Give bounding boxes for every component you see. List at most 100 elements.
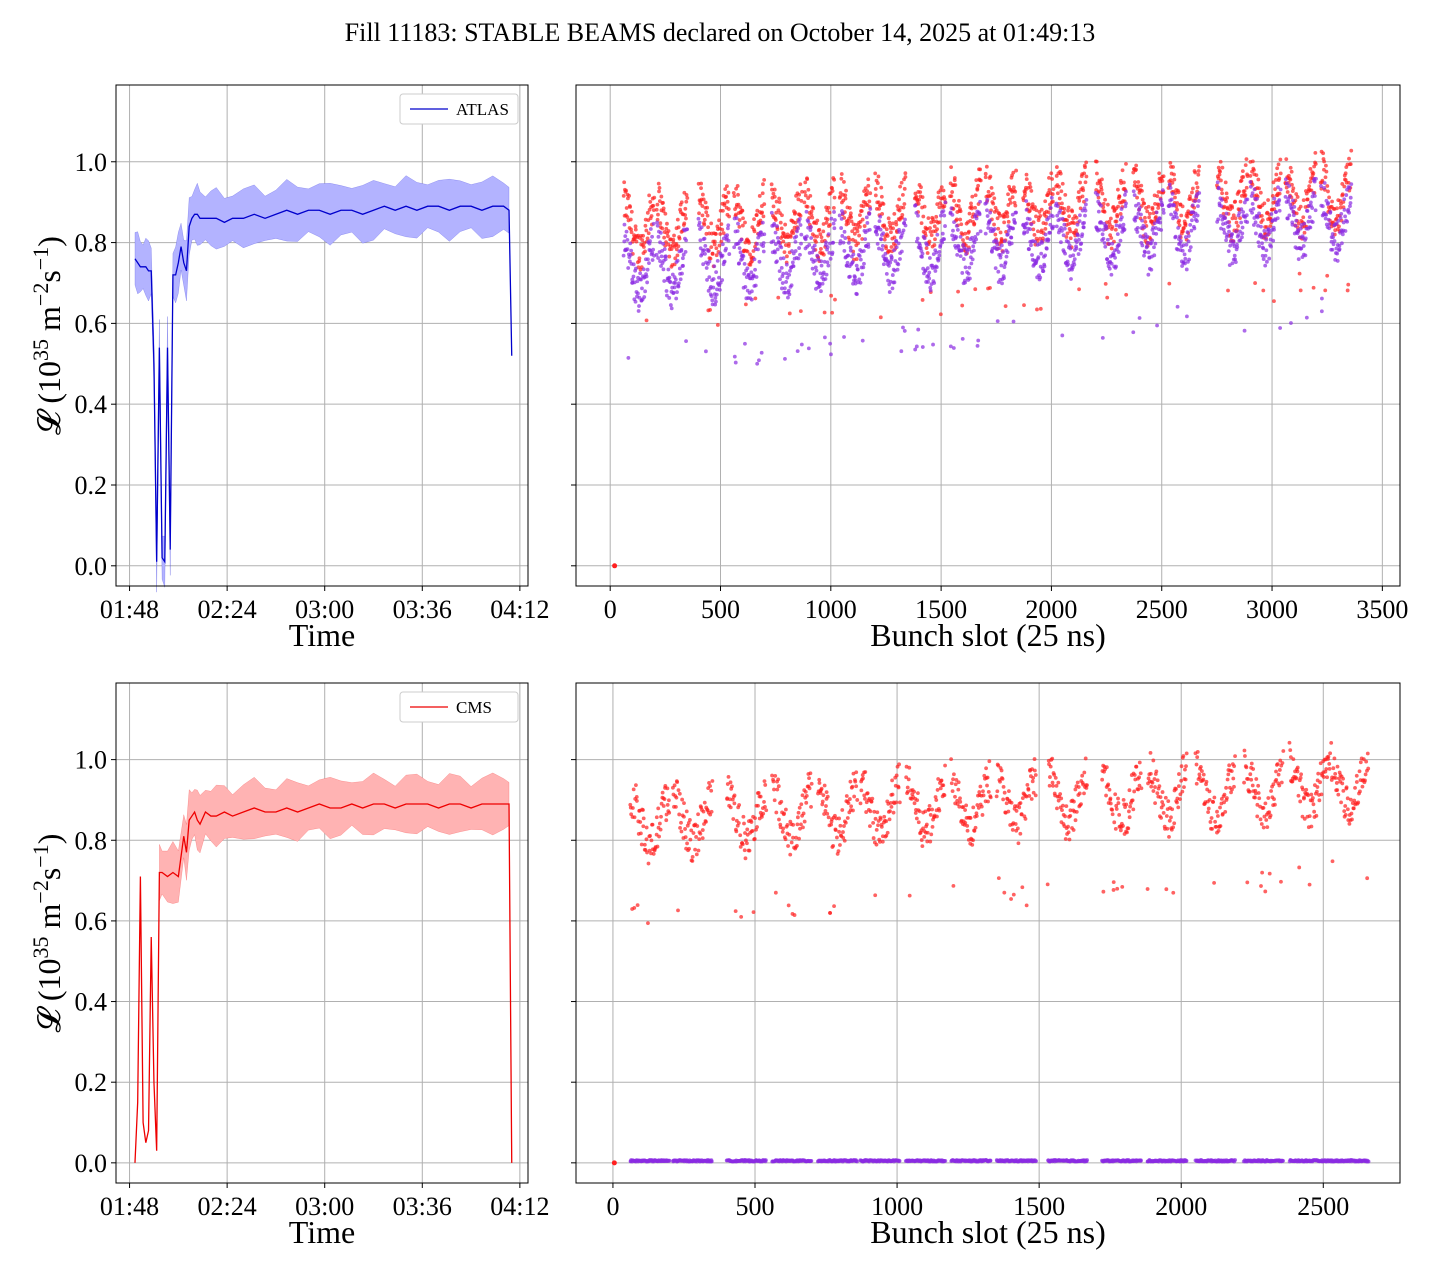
- atlas_bunch-data-point: [868, 207, 873, 211]
- atlas_bunch-data-point: [793, 249, 798, 253]
- atlas_bunch-data-point: [853, 239, 858, 244]
- atlas_bunch-data-point: [1044, 221, 1048, 226]
- cms_bunch-data-point: [953, 782, 958, 787]
- atlas_bunch-data-point: [832, 210, 836, 214]
- cms_bunch-data-point: [1267, 810, 1272, 815]
- cms_bunch-data-point: [874, 842, 879, 847]
- atlas_bunch-data-point: [1107, 242, 1112, 246]
- atlas_bunch-data-point: [1348, 195, 1353, 200]
- cms_bunch-data-point: [1249, 761, 1254, 766]
- atlas_bunch-data-point: [999, 243, 1004, 248]
- atlas_bunch-data-point: [803, 193, 808, 198]
- atlas_bunch-data-point: [956, 204, 961, 208]
- cms_bunch-data-point: [1207, 789, 1212, 794]
- atlas_bunch-data-point: [726, 223, 731, 228]
- cms_bunch-data-point: [963, 820, 968, 825]
- cms_bunch-data-point: [1201, 777, 1206, 782]
- atlas_bunch-data-point: [958, 234, 963, 239]
- cms_bunch-data-point: [1340, 781, 1345, 786]
- cms_bunch-data-point: [884, 833, 889, 838]
- atlas_bunch-data-point: [1175, 201, 1180, 205]
- atlas_bunch-data-point: [1077, 237, 1081, 242]
- atlas_bunch-data-point: [1150, 205, 1155, 210]
- atlas_bunch-data-point: [637, 256, 642, 261]
- atlas_bunch-data-point: [1023, 225, 1027, 230]
- atlas_bunch-data-point: [997, 246, 1002, 251]
- atlas_bunch-data-point: [684, 199, 689, 204]
- atlas_bunch-data-point: [720, 278, 725, 282]
- cms_bunch-data-point: [943, 763, 947, 768]
- atlas_bunch-data-point: [967, 229, 971, 234]
- cms_bunch-data-point: [1149, 784, 1154, 789]
- cms_bunch-data-point: [1055, 806, 1059, 811]
- cms_bunch-data-point: [1182, 785, 1186, 790]
- atlas_bunch-data-point: [992, 196, 997, 201]
- atlas_bunch-data-point: [680, 256, 685, 261]
- atlas_bunch-data-point: [840, 211, 845, 216]
- atlas_bunch-data-point: [760, 220, 765, 225]
- cms_bunch-data-point: [976, 806, 981, 810]
- atlas_bunch-data-point: [1335, 251, 1340, 256]
- atlas_bunch-data-point: [683, 206, 688, 211]
- cms_bunch-data-point: [775, 787, 780, 792]
- atlas_bunch-data-point: [890, 286, 895, 291]
- atlas_bunch-data-point: [712, 239, 717, 244]
- atlas_bunch-data-point: [761, 241, 766, 245]
- cms_bunch-data-point: [1246, 777, 1250, 781]
- atlas_bunch-data-point: [1113, 255, 1117, 260]
- atlas_bunch-data-point: [886, 216, 891, 221]
- atlas_bunch-data-point: [807, 243, 812, 247]
- atlas_bunch-data-point: [1002, 239, 1007, 244]
- cms_bunch-data-point: [1314, 813, 1319, 818]
- atlas_bunch-data-point: [1219, 198, 1224, 202]
- atlas_bunch-data-point: [658, 240, 662, 245]
- cms_bunch-data-point: [941, 783, 946, 788]
- atlas_bunch-data-point: [1233, 199, 1238, 204]
- cms_bunch-data-point: [1153, 785, 1157, 789]
- atlas_bunch-data-point: [1294, 192, 1299, 196]
- atlas_bunch-data-point: [1227, 224, 1232, 228]
- cms_bunch-data-point: [691, 831, 696, 835]
- atlas_bunch-data-point: [1274, 172, 1279, 177]
- atlas_bunch-data-point: [1168, 185, 1173, 190]
- cms_bunch-data-point: [1110, 812, 1115, 817]
- atlas_bunch-data-point: [702, 222, 707, 227]
- atlas_bunch-data-point: [1192, 226, 1197, 231]
- atlas_bunch-data-point: [1055, 204, 1060, 208]
- atlas_time-y-label-part: 35: [28, 339, 53, 361]
- atlas_bunch-data-point: [1139, 212, 1143, 217]
- cms_bunch-data-point: [840, 808, 845, 812]
- cms_time-tick-label-y: 0.0: [75, 1149, 108, 1178]
- atlas_bunch-data-point: [651, 221, 656, 226]
- atlas_bunch-data-point: [1324, 212, 1329, 217]
- atlas_bunch-data-point: [803, 190, 807, 194]
- cms_bunch-data-point: [1258, 817, 1263, 822]
- atlas_bunch-data-point: [1027, 181, 1032, 186]
- atlas_bunch-data-point: [972, 221, 977, 226]
- atlas_bunch-data-point: [1124, 201, 1128, 206]
- atlas_bunch-data-point: [821, 222, 826, 226]
- atlas_bunch-data-point: [958, 254, 963, 259]
- atlas_bunch-data-point: [1231, 213, 1236, 218]
- atlas_bunch-data-point: [684, 238, 689, 243]
- atlas_bunch-data-point: [1169, 212, 1173, 217]
- atlas_bunch-data-point: [1108, 216, 1113, 221]
- atlas_bunch-data-point: [959, 222, 964, 227]
- atlas_bunch-data-point: [776, 208, 781, 213]
- atlas_bunch-data-point: [1307, 184, 1312, 189]
- cms_bunch-data-point: [999, 768, 1004, 773]
- cms_bunch-data-point: [963, 808, 968, 812]
- cms_bunch-data-point: [919, 838, 924, 842]
- atlas_bunch-data-point: [941, 188, 946, 193]
- atlas_bunch-data-point: [640, 238, 645, 242]
- cms_bunch-data-point: [1361, 757, 1366, 762]
- atlas_bunch-data-point: [1146, 204, 1151, 209]
- atlas_bunch-data-point: [822, 310, 827, 315]
- atlas_bunch-data-point: [1327, 226, 1332, 231]
- cms_bunch-data-point: [1347, 821, 1352, 826]
- cms_bunch-data-point: [1253, 795, 1257, 800]
- atlas_bunch-data-point: [714, 232, 718, 236]
- cms_bunch-data-point: [824, 790, 829, 795]
- cms_bunch-data-point: [1328, 751, 1333, 756]
- atlas_bunch-data-point: [1140, 189, 1144, 193]
